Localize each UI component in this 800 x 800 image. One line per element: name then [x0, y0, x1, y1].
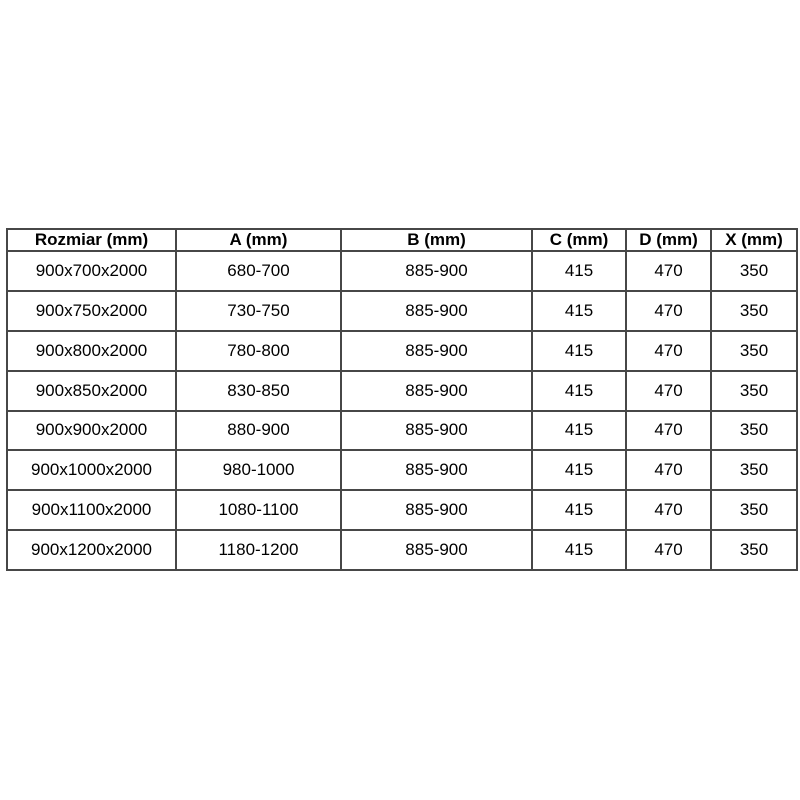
cell-c: 415 — [531, 449, 627, 492]
cell-x: 350 — [710, 289, 798, 332]
cell-d: 470 — [625, 489, 712, 532]
cell-x: 350 — [710, 489, 798, 532]
cell-a: 980-1000 — [175, 449, 342, 492]
cell-d: 470 — [625, 409, 712, 452]
cell-a: 880-900 — [175, 409, 342, 452]
cell-a: 1080-1100 — [175, 489, 342, 532]
cell-a: 680-700 — [175, 250, 342, 292]
cell-d: 470 — [625, 329, 712, 372]
header-c: C (mm) — [531, 228, 627, 252]
cell-rozmiar: 900x850x2000 — [6, 369, 177, 412]
table-row: 900x900x2000 880-900 885-900 415 470 350 — [6, 409, 798, 452]
dimensions-table: Rozmiar (mm) A (mm) B (mm) C (mm) D (mm)… — [6, 228, 798, 571]
cell-d: 470 — [625, 369, 712, 412]
header-x: X (mm) — [710, 228, 798, 252]
table-row: 900x1200x2000 1180-1200 885-900 415 470 … — [6, 529, 798, 571]
cell-a: 830-850 — [175, 369, 342, 412]
table-header-row: Rozmiar (mm) A (mm) B (mm) C (mm) D (mm)… — [6, 228, 798, 252]
table-row: 900x1000x2000 980-1000 885-900 415 470 3… — [6, 449, 798, 492]
cell-c: 415 — [531, 369, 627, 412]
cell-b: 885-900 — [340, 489, 533, 532]
cell-rozmiar: 900x700x2000 — [6, 250, 177, 292]
cell-c: 415 — [531, 289, 627, 332]
cell-rozmiar: 900x1000x2000 — [6, 449, 177, 492]
cell-d: 470 — [625, 250, 712, 292]
cell-x: 350 — [710, 409, 798, 452]
cell-d: 470 — [625, 449, 712, 492]
cell-a: 1180-1200 — [175, 529, 342, 571]
cell-b: 885-900 — [340, 529, 533, 571]
cell-b: 885-900 — [340, 329, 533, 372]
table-row: 900x1100x2000 1080-1100 885-900 415 470 … — [6, 489, 798, 532]
cell-rozmiar: 900x750x2000 — [6, 289, 177, 332]
table-row: 900x700x2000 680-700 885-900 415 470 350 — [6, 250, 798, 292]
cell-c: 415 — [531, 250, 627, 292]
table-row: 900x750x2000 730-750 885-900 415 470 350 — [6, 289, 798, 332]
cell-rozmiar: 900x1200x2000 — [6, 529, 177, 571]
cell-b: 885-900 — [340, 289, 533, 332]
table-row: 900x850x2000 830-850 885-900 415 470 350 — [6, 369, 798, 412]
header-rozmiar: Rozmiar (mm) — [6, 228, 177, 252]
cell-a: 780-800 — [175, 329, 342, 372]
cell-b: 885-900 — [340, 369, 533, 412]
header-a: A (mm) — [175, 228, 342, 252]
cell-b: 885-900 — [340, 250, 533, 292]
cell-a: 730-750 — [175, 289, 342, 332]
cell-x: 350 — [710, 449, 798, 492]
cell-rozmiar: 900x800x2000 — [6, 329, 177, 372]
dimensions-table-container: Rozmiar (mm) A (mm) B (mm) C (mm) D (mm)… — [6, 228, 798, 571]
cell-d: 470 — [625, 529, 712, 571]
cell-rozmiar: 900x900x2000 — [6, 409, 177, 452]
cell-x: 350 — [710, 329, 798, 372]
cell-d: 470 — [625, 289, 712, 332]
cell-c: 415 — [531, 329, 627, 372]
cell-c: 415 — [531, 529, 627, 571]
cell-b: 885-900 — [340, 449, 533, 492]
cell-c: 415 — [531, 409, 627, 452]
cell-b: 885-900 — [340, 409, 533, 452]
cell-x: 350 — [710, 529, 798, 571]
header-d: D (mm) — [625, 228, 712, 252]
table-row: 900x800x2000 780-800 885-900 415 470 350 — [6, 329, 798, 372]
cell-x: 350 — [710, 250, 798, 292]
cell-c: 415 — [531, 489, 627, 532]
header-b: B (mm) — [340, 228, 533, 252]
cell-rozmiar: 900x1100x2000 — [6, 489, 177, 532]
cell-x: 350 — [710, 369, 798, 412]
